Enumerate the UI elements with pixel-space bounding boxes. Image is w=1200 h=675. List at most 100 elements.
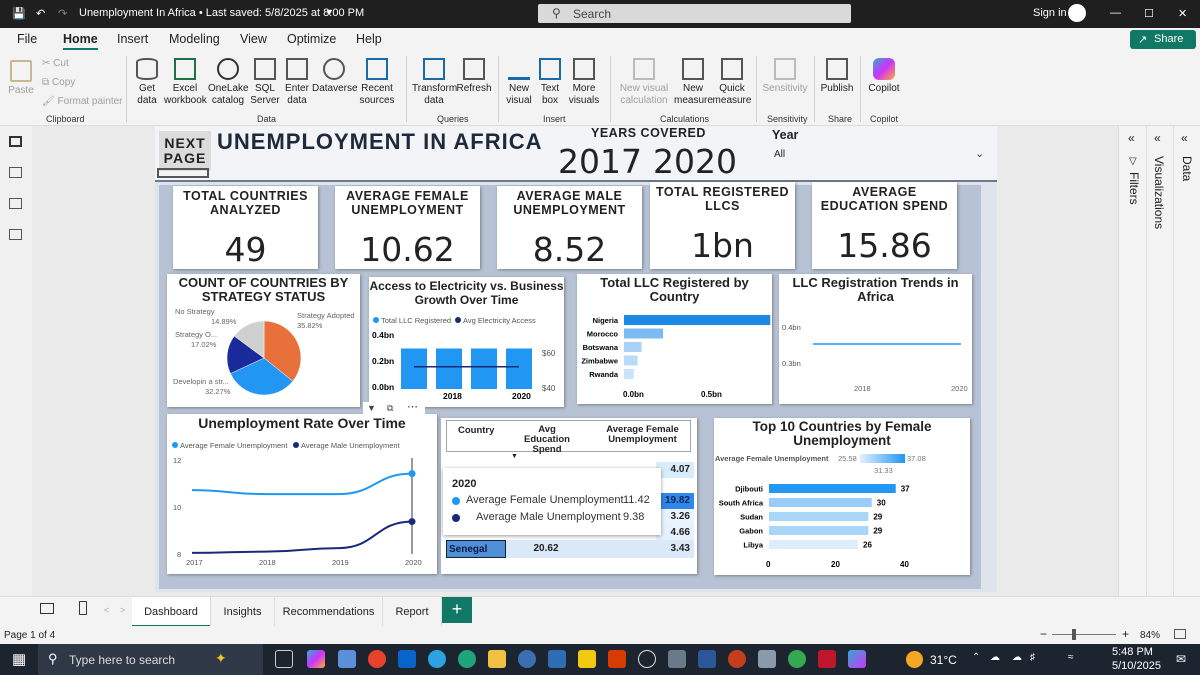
new-visual-calculation-button[interactable]: New visual calculation bbox=[616, 58, 672, 107]
focus-mode-icon[interactable]: ⧉ bbox=[387, 403, 394, 413]
sort-descending-icon[interactable]: ▼ bbox=[511, 453, 518, 460]
file-explorer-icon[interactable] bbox=[488, 650, 506, 668]
llc-trend-visual[interactable]: LLC Registration Trends in Africa 0.4bn … bbox=[779, 274, 972, 404]
task-view-icon[interactable] bbox=[275, 650, 293, 668]
menu-insert[interactable]: Insert bbox=[117, 32, 149, 46]
model-view-icon[interactable] bbox=[9, 198, 22, 209]
menu-optimize[interactable]: Optimize bbox=[287, 32, 337, 46]
volume-icon[interactable]: ♯ bbox=[1030, 652, 1035, 663]
tab-dashboard[interactable]: Dashboard bbox=[132, 597, 210, 627]
chevron-down-icon[interactable]: ▼ bbox=[325, 7, 334, 17]
copilot-button[interactable]: Copilot bbox=[866, 58, 902, 95]
word-icon[interactable] bbox=[698, 650, 716, 668]
collapse-visualizations-icon[interactable]: « bbox=[1154, 131, 1161, 145]
app-icon[interactable] bbox=[548, 650, 566, 668]
zoom-slider-thumb[interactable] bbox=[1072, 629, 1076, 640]
publish-button[interactable]: Publish bbox=[820, 58, 854, 95]
mobile-layout-icon[interactable] bbox=[79, 601, 87, 615]
cut-button[interactable]: ✂ Cut bbox=[42, 58, 69, 70]
prev-page-icon[interactable]: < bbox=[104, 605, 110, 615]
network-icon[interactable]: ☁ bbox=[990, 652, 1000, 663]
copy-button[interactable]: ⧉ Copy bbox=[42, 77, 75, 89]
kpi-card-total-countries[interactable]: TOTAL COUNTRIES ANALYZED 49 bbox=[173, 186, 318, 269]
more-visuals-button[interactable]: More visuals bbox=[566, 58, 602, 107]
pie-chart-visual[interactable]: COUNT OF COUNTRIES BY STRATEGY STATUS No… bbox=[167, 274, 360, 407]
llc-country-visual[interactable]: Total LLC Registered by Country 0.0bn 0.… bbox=[577, 274, 772, 404]
chrome-icon[interactable] bbox=[788, 650, 806, 668]
zoom-slider[interactable] bbox=[1052, 634, 1116, 635]
store-icon[interactable] bbox=[338, 650, 356, 668]
telegram-icon[interactable] bbox=[428, 650, 446, 668]
collapse-data-icon[interactable]: « bbox=[1181, 131, 1188, 145]
year-slicer-value[interactable]: All bbox=[774, 149, 786, 160]
chrome-icon[interactable] bbox=[368, 650, 386, 668]
kpi-card-education-spend[interactable]: AVERAGE EDUCATION SPEND 15.86 bbox=[812, 182, 957, 269]
recent-sources-button[interactable]: Recent sources bbox=[356, 58, 398, 107]
calculator-icon[interactable] bbox=[668, 650, 686, 668]
kpi-card-registered-llcs[interactable]: TOTAL REGISTERED LLCS 1bn bbox=[650, 182, 795, 269]
minimize-icon[interactable]: — bbox=[1110, 7, 1121, 19]
copilot-app-icon[interactable] bbox=[307, 650, 325, 668]
dax-view-icon[interactable] bbox=[9, 229, 22, 240]
next-page-icon[interactable]: > bbox=[120, 605, 126, 615]
kpi-card-female-unemployment[interactable]: AVERAGE FEMALE UNEMPLOYMENT 10.62 bbox=[335, 186, 480, 269]
more-options-icon[interactable]: ⋯ bbox=[407, 401, 418, 413]
data-pane-label[interactable]: Data bbox=[1180, 156, 1194, 182]
table-row[interactable]: Senegal 20.62 3.43 bbox=[446, 540, 694, 558]
share-button[interactable]: ↗ Share bbox=[1130, 30, 1196, 49]
document-title[interactable]: Unemployment In Africa • Last saved: 5/8… bbox=[79, 7, 365, 19]
save-icon[interactable]: 💾 bbox=[12, 8, 26, 20]
quick-measure-button[interactable]: Quick measure bbox=[712, 58, 752, 107]
menu-home[interactable]: Home bbox=[63, 32, 98, 50]
new-visual-button[interactable]: New visual bbox=[504, 58, 534, 107]
dataverse-button[interactable]: Dataverse bbox=[312, 58, 358, 95]
settings-icon[interactable] bbox=[638, 650, 656, 668]
format-painter-button[interactable]: 🖌 Format painter bbox=[42, 96, 123, 108]
outlook-icon[interactable] bbox=[398, 650, 416, 668]
visualizations-pane-label[interactable]: Visualizations bbox=[1152, 156, 1166, 230]
desktop-layout-icon[interactable] bbox=[40, 603, 54, 614]
menu-file[interactable]: File bbox=[17, 32, 38, 46]
zoom-in-icon[interactable]: + bbox=[1122, 627, 1130, 641]
report-view-icon[interactable] bbox=[9, 136, 22, 147]
enter-data-button[interactable]: Enter data bbox=[282, 58, 312, 107]
office-icon[interactable] bbox=[608, 650, 626, 668]
avatar[interactable] bbox=[1068, 4, 1086, 22]
filters-pane-label[interactable]: Filters bbox=[1127, 172, 1141, 205]
onedrive-icon[interactable]: ☁ bbox=[1012, 652, 1022, 663]
column-header-female-unemployment[interactable]: Average Female Unemployment bbox=[606, 424, 679, 445]
table-view-icon[interactable] bbox=[9, 167, 22, 178]
collapse-filters-icon[interactable]: « bbox=[1128, 131, 1135, 145]
sql-server-button[interactable]: SQL Server bbox=[250, 58, 280, 107]
transform-data-button[interactable]: Transform data bbox=[412, 58, 457, 107]
redo-icon[interactable]: ↷ bbox=[58, 8, 68, 20]
mcafee-icon[interactable] bbox=[818, 650, 836, 668]
sign-in-link[interactable]: Sign in bbox=[1033, 7, 1067, 19]
tab-insights[interactable]: Insights bbox=[210, 597, 274, 627]
excel-workbook-button[interactable]: Excel workbook bbox=[164, 58, 207, 107]
menu-modeling[interactable]: Modeling bbox=[169, 32, 220, 46]
paste-button[interactable]: Paste bbox=[6, 60, 36, 97]
new-measure-button[interactable]: New measure bbox=[674, 58, 713, 107]
menu-help[interactable]: Help bbox=[356, 32, 382, 46]
edge-icon[interactable] bbox=[458, 650, 476, 668]
filter-icon[interactable]: ▼ bbox=[367, 403, 376, 413]
add-page-button[interactable]: + bbox=[442, 597, 472, 623]
electricity-chart-visual[interactable]: Access to Electricity vs. Business Growt… bbox=[369, 277, 564, 407]
sensitivity-button[interactable]: Sensitivity bbox=[762, 58, 808, 95]
column-header-education[interactable]: Avg Education Spend bbox=[524, 424, 570, 455]
tab-recommendations[interactable]: Recommendations bbox=[274, 597, 382, 627]
search-box[interactable]: ⚲ Search bbox=[538, 4, 851, 23]
taskbar-search[interactable]: ⚲ Type here to search ✦ bbox=[38, 644, 263, 675]
unemployment-line-visual[interactable]: Unemployment Rate Over Time Average Fema… bbox=[167, 414, 437, 574]
next-page-button[interactable]: NEXT PAGE bbox=[159, 131, 211, 171]
chevron-up-icon[interactable]: ⌃ bbox=[972, 652, 981, 663]
powerpoint-icon[interactable] bbox=[728, 650, 746, 668]
refresh-button[interactable]: Refresh bbox=[456, 58, 492, 95]
undo-icon[interactable]: ↶ bbox=[36, 8, 46, 20]
menu-view[interactable]: View bbox=[240, 32, 267, 46]
windows-start-icon[interactable]: ▦ bbox=[12, 651, 27, 668]
maximize-icon[interactable]: ☐ bbox=[1144, 8, 1154, 20]
fit-to-page-icon[interactable] bbox=[1174, 629, 1186, 639]
react-icon[interactable] bbox=[518, 650, 536, 668]
